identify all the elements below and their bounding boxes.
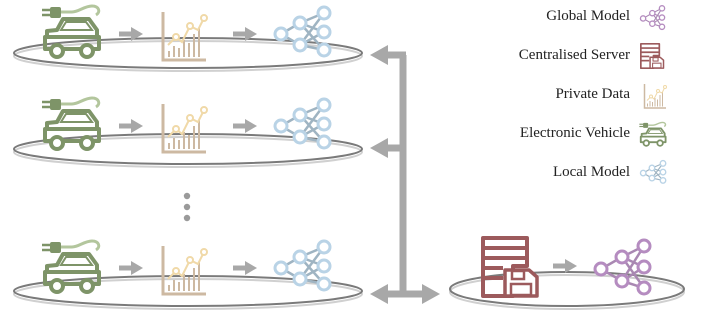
client-2 bbox=[40, 96, 332, 154]
arrow-right-icon bbox=[119, 119, 143, 133]
server-platform bbox=[449, 271, 685, 310]
electric-vehicle-icon bbox=[40, 4, 101, 59]
client-1 bbox=[40, 4, 332, 62]
electric-vehicle-icon bbox=[40, 96, 101, 151]
client-1-platform bbox=[13, 37, 363, 72]
arrow-right-icon bbox=[119, 261, 143, 275]
legend-label-private-data: Private Data bbox=[555, 86, 630, 102]
arrow-left-icon bbox=[370, 138, 388, 158]
arrow-right-icon bbox=[233, 261, 257, 275]
local-model-icon bbox=[273, 97, 332, 150]
legend-label-global-model: Global Model bbox=[546, 8, 630, 24]
arrow-right-icon bbox=[422, 284, 440, 304]
arrow-left-icon bbox=[370, 45, 388, 65]
server-group bbox=[481, 236, 652, 298]
legend-label-local-model: Local Model bbox=[552, 164, 630, 180]
private-data-icon bbox=[161, 10, 209, 62]
arrow-right-icon bbox=[553, 259, 577, 273]
global-model-icon bbox=[593, 238, 652, 296]
private-data-icon bbox=[643, 83, 668, 109]
communication-links bbox=[370, 45, 440, 304]
electric-vehicle-icon bbox=[638, 121, 667, 147]
private-data-icon bbox=[161, 102, 209, 154]
legend-label-electronic-vehicle: Electronic Vehicle bbox=[519, 125, 630, 141]
private-data-icon bbox=[161, 244, 209, 296]
client-3 bbox=[40, 239, 332, 296]
local-model-icon bbox=[273, 5, 332, 58]
arrow-left-icon bbox=[370, 284, 388, 304]
local-model-icon bbox=[273, 239, 332, 292]
arrow-right-icon bbox=[233, 119, 257, 133]
global-model-icon bbox=[639, 5, 666, 31]
legend-icons bbox=[638, 5, 668, 184]
more-clients-ellipsis bbox=[183, 192, 191, 222]
server-icon bbox=[481, 236, 539, 298]
local-model-icon bbox=[639, 159, 667, 184]
electric-vehicle-icon bbox=[40, 239, 101, 294]
server-icon bbox=[640, 43, 665, 70]
legend-label-centralised-server: Centralised Server bbox=[518, 47, 630, 63]
